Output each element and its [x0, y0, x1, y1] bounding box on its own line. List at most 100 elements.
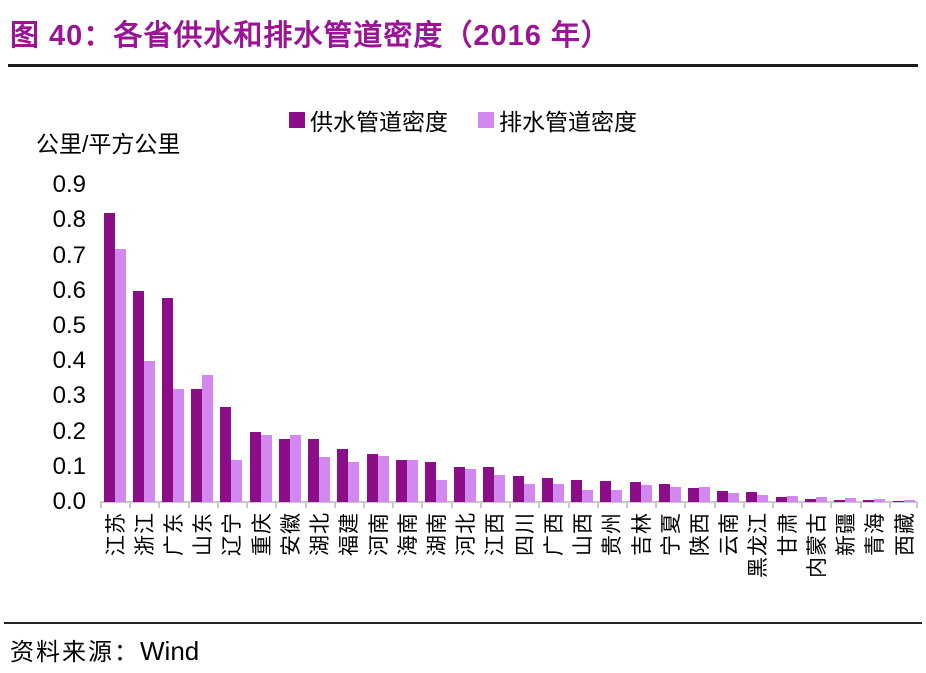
x-tick-label: 山西 — [572, 512, 596, 556]
x-tick-cell: 云南 — [714, 512, 743, 624]
x-tick-label: 海南 — [396, 512, 420, 556]
x-tick-cell: 湖北 — [305, 512, 334, 624]
x-tick-label: 宁夏 — [659, 512, 683, 556]
x-tick-cell: 四川 — [509, 512, 538, 624]
bar-pair — [188, 169, 217, 502]
x-tick-cell: 安徽 — [275, 512, 304, 624]
source-label: 资料来源： — [10, 640, 140, 666]
x-tick-cell: 河南 — [363, 512, 392, 624]
bar — [319, 457, 331, 502]
bar-pair — [568, 169, 597, 502]
x-tick-label: 青海 — [864, 512, 888, 556]
bar-group: 海南 — [392, 169, 421, 556]
bar-group: 浙江 — [129, 169, 158, 556]
x-tick-label: 福建 — [338, 512, 362, 556]
legend-swatch-icon — [289, 112, 305, 128]
x-axis-line — [100, 501, 918, 503]
bar-group: 新疆 — [830, 169, 859, 556]
x-tick-cell: 吉林 — [626, 512, 655, 624]
bar — [278, 439, 290, 502]
bar-pair — [889, 169, 918, 502]
x-tick-label: 黑龙江 — [747, 512, 771, 578]
bar-pair — [392, 169, 421, 502]
bar-group: 湖北 — [304, 169, 334, 556]
bar-pair — [538, 169, 567, 502]
bar-pair — [772, 169, 801, 502]
bar — [728, 493, 740, 502]
y-tick-label: 0.7 — [52, 241, 86, 269]
bar-pair — [743, 169, 772, 502]
bar-pair — [830, 169, 859, 502]
bar — [815, 497, 827, 502]
bar — [658, 484, 670, 502]
x-tick-cell: 浙江 — [129, 512, 158, 624]
y-tick-label: 0.8 — [52, 206, 86, 234]
x-tick-label: 山东 — [192, 512, 216, 556]
bar-pair — [801, 169, 830, 502]
x-tick-label: 重庆 — [250, 512, 274, 556]
x-tick-label: 云南 — [718, 512, 742, 556]
x-tick-cell: 海南 — [392, 512, 421, 624]
x-tick-label: 四川 — [513, 512, 537, 556]
bar-group: 辽宁 — [216, 169, 246, 556]
bar-pair — [334, 169, 363, 502]
x-tick-cell: 广西 — [538, 512, 567, 624]
x-tick-label: 甘肃 — [776, 512, 800, 556]
bar-chart: 0.9 0.8 0.7 0.6 0.5 0.4 0.3 0.2 0.1 0.0 江苏 浙江 广东 山东辽… — [0, 169, 926, 614]
chart-header-row: 公里/平方公里 供水管道密度 排水管道密度 — [0, 101, 926, 165]
bar — [425, 462, 437, 502]
bar — [804, 499, 816, 502]
bar — [834, 500, 846, 502]
y-tick-label: 0.6 — [52, 276, 86, 304]
bar-group: 黑龙江 — [742, 169, 772, 578]
x-tick-label: 陕西 — [688, 512, 712, 556]
y-axis-unit-label: 公里/平方公里 — [36, 131, 181, 157]
x-tick-cell: 青海 — [860, 512, 889, 624]
bar — [395, 460, 407, 502]
x-tick-cell: 江苏 — [100, 512, 129, 624]
bar-pair — [655, 169, 684, 502]
x-tick-label: 广西 — [542, 512, 566, 556]
y-tick-label: 0.1 — [52, 452, 86, 480]
bar — [757, 495, 769, 502]
title-divider — [8, 64, 918, 67]
x-tick-label: 安徽 — [279, 512, 303, 556]
bar-group: 安徽 — [275, 169, 304, 556]
y-tick-label: 0.0 — [52, 488, 86, 515]
bar-group: 江西 — [479, 169, 509, 556]
bar-pair — [275, 169, 304, 502]
bar — [552, 484, 564, 502]
bar — [669, 487, 681, 502]
bar-group: 甘肃 — [772, 169, 801, 556]
bar — [717, 491, 729, 502]
bar — [132, 291, 144, 502]
bar-pair — [860, 169, 889, 502]
bar-groups: 江苏 浙江 广东 山东 辽宁 重庆 安徽 湖北 福建 河南 海南 湖南 河北 江西 四川 广西 山西 贵州 吉林 宁夏… — [100, 169, 918, 578]
bar-pair — [509, 169, 538, 502]
x-tick-label: 江苏 — [104, 512, 128, 556]
x-tick-cell: 山西 — [568, 512, 597, 624]
bar-pair — [100, 169, 129, 502]
x-tick-label: 西藏 — [893, 512, 917, 556]
x-tick-label: 内蒙古 — [805, 512, 829, 578]
x-tick-label: 吉林 — [630, 512, 654, 556]
bar — [611, 490, 623, 502]
bar-pair — [217, 169, 246, 502]
x-tick-cell: 贵州 — [597, 512, 626, 624]
y-axis: 0.9 0.8 0.7 0.6 0.5 0.4 0.3 0.2 0.1 0.0 — [0, 169, 96, 515]
bar — [523, 484, 535, 502]
legend-label: 供水管道密度 — [310, 109, 448, 135]
x-tick-cell: 江西 — [480, 512, 509, 624]
x-tick-cell: 陕西 — [684, 512, 713, 624]
y-tick-label: 0.4 — [52, 347, 86, 375]
x-tick-cell: 甘肃 — [772, 512, 801, 624]
x-tick-label: 广东 — [163, 512, 187, 556]
legend-item-0: 供水管道密度 — [289, 103, 448, 137]
bar — [746, 492, 758, 502]
bar — [220, 407, 232, 502]
bar-group: 重庆 — [246, 169, 275, 556]
y-tick-label: 0.3 — [52, 382, 86, 410]
x-tick-cell: 宁夏 — [655, 512, 684, 624]
bar-group: 广东 — [158, 169, 187, 556]
x-tick-cell: 广东 — [158, 512, 187, 624]
